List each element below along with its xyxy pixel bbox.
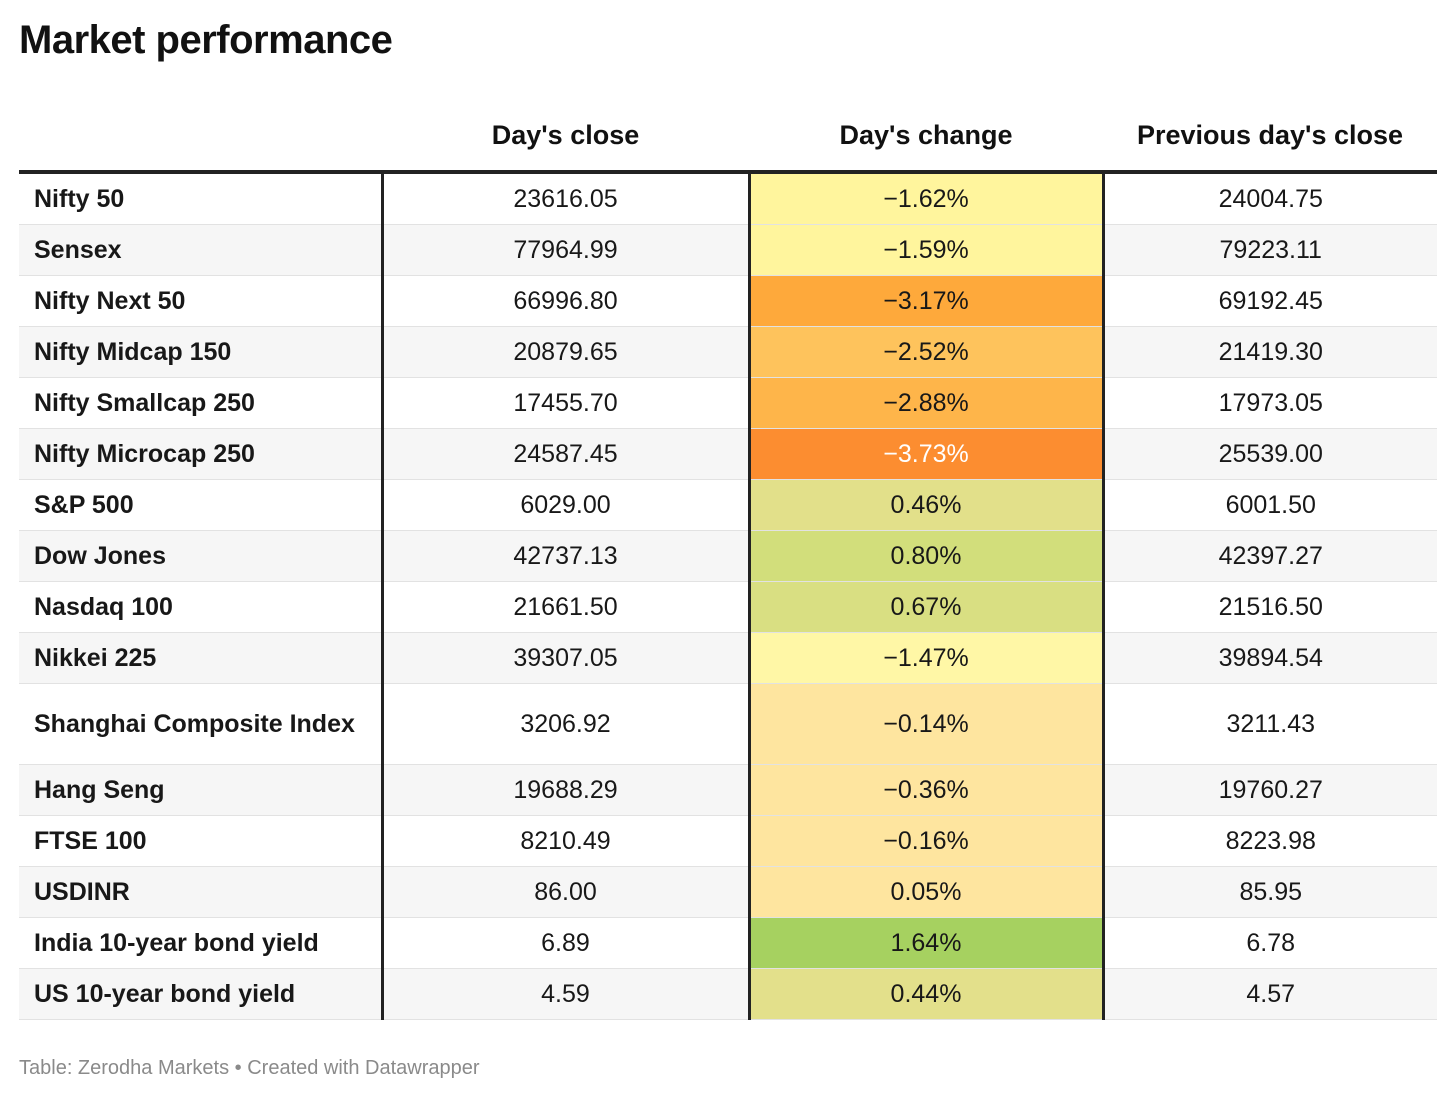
table-row: India 10-year bond yield 6.89 1.64% 6.78 — [19, 917, 1437, 969]
table-row: Shanghai Composite Index 3206.92 −0.14% 321… — [19, 683, 1437, 765]
cell-days-change: −1.62% — [747, 172, 1105, 225]
row-name: Shanghai Composite Index — [19, 683, 382, 765]
cell-previous-close: 39894.54 — [1103, 632, 1437, 684]
row-name: Nifty Microcap 250 — [19, 428, 382, 480]
table-row: Sensex 77964.99 −1.59% 79223.11 — [19, 224, 1437, 276]
cell-previous-close: 25539.00 — [1103, 428, 1437, 480]
table-row: USDINR 86.00 0.05% 85.95 — [19, 866, 1437, 918]
cell-previous-close: 69192.45 — [1103, 275, 1437, 327]
cell-days-close: 86.00 — [380, 866, 749, 918]
table-row: Dow Jones 42737.13 0.80% 42397.27 — [19, 530, 1437, 582]
table-row: US 10-year bond yield 4.59 0.44% 4.57 — [19, 968, 1437, 1020]
cell-previous-close: 19760.27 — [1103, 764, 1437, 816]
cell-previous-close: 4.57 — [1103, 968, 1437, 1020]
table-row: Nasdaq 100 21661.50 0.67% 21516.50 — [19, 581, 1437, 633]
cell-days-close: 23616.05 — [380, 172, 749, 225]
cell-days-close: 6.89 — [380, 917, 749, 969]
row-name: FTSE 100 — [19, 815, 382, 867]
chart-title: Market performance — [19, 18, 393, 62]
cell-days-change: 0.67% — [747, 581, 1105, 633]
cell-days-change: 0.05% — [747, 866, 1105, 918]
table-row: Nifty 50 23616.05 −1.62% 24004.75 — [19, 172, 1437, 225]
row-name: S&P 500 — [19, 479, 382, 531]
cell-days-change: −1.59% — [747, 224, 1105, 276]
cell-previous-close: 24004.75 — [1103, 172, 1437, 225]
cell-days-close: 19688.29 — [380, 764, 749, 816]
cell-days-change: 0.46% — [747, 479, 1105, 531]
row-name: USDINR — [19, 866, 382, 918]
cell-previous-close: 17973.05 — [1103, 377, 1437, 429]
cell-days-change: 1.64% — [747, 917, 1105, 969]
cell-days-change: −2.88% — [747, 377, 1105, 429]
source-footer: Table: Zerodha Markets • Created with Da… — [19, 1057, 480, 1079]
cell-days-close: 4.59 — [380, 968, 749, 1020]
cell-days-change: −0.36% — [747, 764, 1105, 816]
table-row: Nikkei 225 39307.05 −1.47% 39894.54 — [19, 632, 1437, 684]
cell-days-change: 0.80% — [747, 530, 1105, 582]
cell-days-change: −3.73% — [747, 428, 1105, 480]
table-row: FTSE 100 8210.49 −0.16% 8223.98 — [19, 815, 1437, 867]
row-name: Nifty Next 50 — [19, 275, 382, 327]
row-name: Nasdaq 100 — [19, 581, 382, 633]
cell-days-close: 77964.99 — [380, 224, 749, 276]
header-days-change: Day's change — [749, 100, 1103, 174]
row-name: Nikkei 225 — [19, 632, 382, 684]
cell-previous-close: 85.95 — [1103, 866, 1437, 918]
table-row: Nifty Smallcap 250 17455.70 −2.88% 17973.05 — [19, 377, 1437, 429]
cell-previous-close: 42397.27 — [1103, 530, 1437, 582]
cell-previous-close: 3211.43 — [1103, 683, 1437, 765]
cell-days-change: −1.47% — [747, 632, 1105, 684]
table-row: S&P 500 6029.00 0.46% 6001.50 — [19, 479, 1437, 531]
row-name: Nifty Midcap 150 — [19, 326, 382, 378]
cell-days-close: 39307.05 — [380, 632, 749, 684]
cell-previous-close: 6.78 — [1103, 917, 1437, 969]
cell-days-close: 21661.50 — [380, 581, 749, 633]
market-table-wrapper: Day's close Day's change Previous day's … — [19, 100, 1437, 1020]
table-row: Hang Seng 19688.29 −0.36% 19760.27 — [19, 764, 1437, 816]
cell-days-change: 0.44% — [747, 968, 1105, 1020]
header-days-close: Day's close — [382, 100, 749, 174]
table-body: Nifty 50 23616.05 −1.62% 24004.75 Sensex 7796… — [19, 172, 1437, 1020]
cell-previous-close: 21516.50 — [1103, 581, 1437, 633]
cell-days-close: 17455.70 — [380, 377, 749, 429]
cell-days-change: −0.16% — [747, 815, 1105, 867]
header-name — [19, 100, 382, 174]
cell-days-close: 42737.13 — [380, 530, 749, 582]
cell-days-close: 66996.80 — [380, 275, 749, 327]
cell-days-close: 24587.45 — [380, 428, 749, 480]
cell-previous-close: 8223.98 — [1103, 815, 1437, 867]
row-name: US 10-year bond yield — [19, 968, 382, 1020]
cell-days-close: 6029.00 — [380, 479, 749, 531]
cell-days-close: 8210.49 — [380, 815, 749, 867]
table-row: Nifty Next 50 66996.80 −3.17% 69192.45 — [19, 275, 1437, 327]
row-name: Nifty 50 — [19, 172, 382, 225]
cell-days-change: −0.14% — [747, 683, 1105, 765]
header-previous-close: Previous day's close — [1103, 100, 1437, 174]
cell-previous-close: 79223.11 — [1103, 224, 1437, 276]
market-table: Day's close Day's change Previous day's … — [19, 100, 1437, 1020]
cell-days-close: 20879.65 — [380, 326, 749, 378]
cell-previous-close: 6001.50 — [1103, 479, 1437, 531]
row-name: Sensex — [19, 224, 382, 276]
row-name: Nifty Smallcap 250 — [19, 377, 382, 429]
row-name: Hang Seng — [19, 764, 382, 816]
table-row: Nifty Microcap 250 24587.45 −3.73% 25539.00 — [19, 428, 1437, 480]
row-name: India 10-year bond yield — [19, 917, 382, 969]
table-row: Nifty Midcap 150 20879.65 −2.52% 21419.30 — [19, 326, 1437, 378]
cell-days-close: 3206.92 — [380, 683, 749, 765]
row-name: Dow Jones — [19, 530, 382, 582]
cell-days-change: −3.17% — [747, 275, 1105, 327]
cell-previous-close: 21419.30 — [1103, 326, 1437, 378]
header-row: Day's close Day's change Previous day's … — [19, 100, 1437, 174]
cell-days-change: −2.52% — [747, 326, 1105, 378]
